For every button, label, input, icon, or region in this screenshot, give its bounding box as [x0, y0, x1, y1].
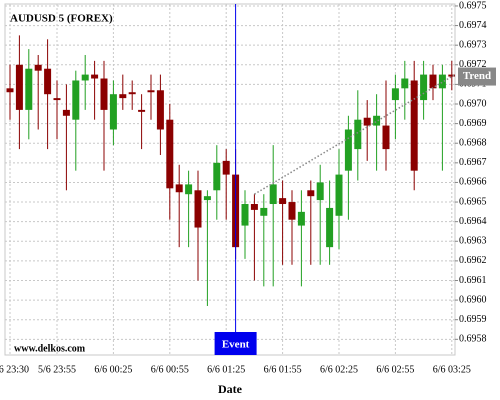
candle-body	[391, 88, 399, 101]
trend-label: Trend	[463, 70, 491, 82]
candle-body	[438, 74, 446, 89]
candle-body	[194, 190, 202, 228]
candle-body	[6, 88, 14, 93]
x-tick-label: 6/6 01:55	[264, 364, 302, 375]
y-tick-label: 0.6958	[459, 334, 487, 345]
event-label: Event	[222, 339, 250, 351]
candle-body	[138, 109, 146, 112]
x-tick-label: 5/6 23:30	[0, 364, 29, 375]
candle-body	[335, 174, 343, 216]
candle-body	[344, 129, 352, 171]
candle-body	[222, 160, 230, 175]
candle-body	[288, 202, 296, 220]
candle-body	[119, 94, 127, 99]
y-tick-label: 0.6964	[459, 216, 487, 227]
candle-body	[15, 64, 23, 110]
axes: 0.6958 0.6959 0.6960 0.6961 0.6962 0.6963 0.69…	[0, 0, 496, 375]
y-tick-label: 0.6968	[459, 138, 487, 149]
x-tick-label: 6/6 02:25	[320, 364, 358, 375]
candle-body	[25, 68, 33, 110]
candle-body	[91, 74, 99, 79]
y-tick-label: 0.6974	[459, 20, 487, 31]
candles	[6, 35, 455, 306]
y-tick-label: 0.6967	[459, 157, 487, 168]
candle-body	[34, 64, 42, 71]
candle-body	[260, 207, 268, 216]
candle-body	[382, 125, 390, 150]
x-axis-label: Date	[218, 382, 243, 396]
y-tick-label: 0.6975	[459, 0, 487, 11]
candle-body	[326, 207, 334, 248]
candle-body	[269, 184, 277, 205]
y-tick-label: 0.6970	[459, 98, 487, 109]
x-tick-label: 6/6 01:25	[207, 364, 245, 375]
candle-body	[279, 198, 287, 205]
y-tick-label: 0.6965	[459, 196, 487, 207]
candle-body	[250, 204, 258, 210]
candle-body	[420, 74, 428, 101]
candle-body	[213, 162, 221, 191]
y-tick-label: 0.6973	[459, 39, 487, 50]
x-tick-label: 5/6 23:55	[38, 364, 76, 375]
x-tick-label: 6/6 03:25	[433, 364, 471, 375]
y-tick-label: 0.6963	[459, 236, 487, 247]
candle-body	[166, 119, 174, 189]
candle-body	[203, 196, 211, 201]
candle-body	[363, 117, 371, 126]
candle-body	[128, 92, 136, 95]
candle-body	[316, 182, 324, 201]
candle-body	[429, 74, 437, 89]
grid	[5, 4, 455, 355]
candle-body	[81, 74, 89, 81]
watermark: www.delkos.com	[14, 343, 86, 354]
candle-body	[401, 78, 409, 89]
candle-body	[175, 184, 183, 193]
trend-label-box	[458, 67, 496, 86]
candle-body	[100, 78, 108, 110]
trend-line	[254, 74, 455, 195]
x-tick-label: 6/6 00:55	[151, 364, 189, 375]
candle-body	[44, 68, 52, 95]
x-tick-label: 6/6 00:25	[94, 364, 132, 375]
candle-body	[109, 94, 117, 130]
y-tick-label: 0.6960	[459, 294, 487, 305]
candle-body	[373, 115, 381, 126]
y-tick-label: 0.6962	[459, 255, 487, 266]
candle-body	[241, 204, 249, 226]
candle-body	[307, 190, 315, 197]
y-tick-label: 0.6969	[459, 118, 487, 129]
plot-area	[4, 3, 456, 356]
y-tick-label: 0.6972	[459, 59, 487, 70]
x-tick-label: 6/6 02:55	[376, 364, 414, 375]
chart-title: AUDUSD 5 (FOREX)	[10, 13, 113, 25]
candle-body	[62, 109, 70, 116]
y-tick-label: 0.6966	[459, 177, 487, 188]
candle-body	[410, 80, 418, 171]
y-tick-label: 0.6961	[459, 275, 487, 286]
candle-body	[72, 80, 80, 120]
candle-body	[448, 74, 455, 77]
candle-body	[53, 98, 61, 101]
candle-body	[147, 90, 155, 93]
candle-body	[185, 184, 193, 195]
candle-body	[354, 119, 362, 150]
candle-body	[156, 90, 164, 130]
candle-body	[297, 211, 305, 226]
y-tick-label: 0.6959	[459, 314, 487, 325]
event-label-box	[214, 332, 257, 355]
